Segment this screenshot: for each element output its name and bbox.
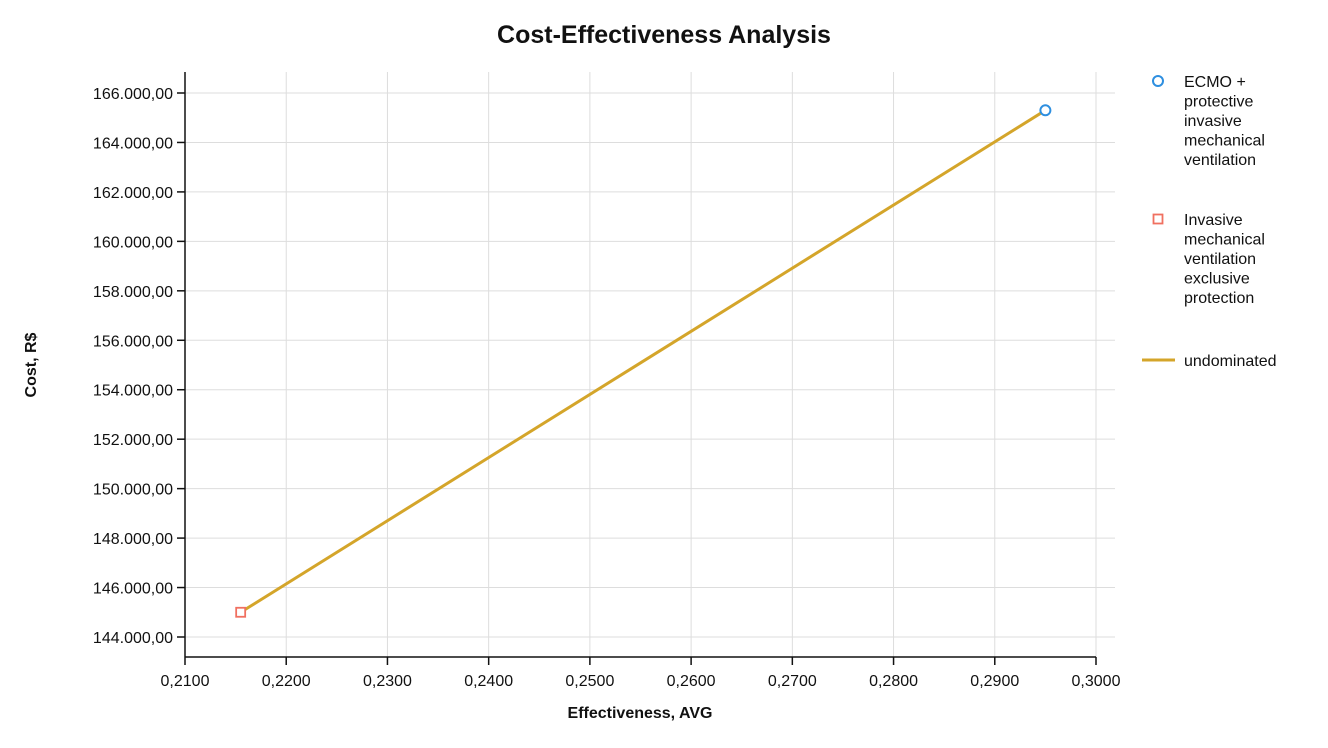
imv-data-point[interactable]: [235, 606, 247, 618]
y-tick-label: 150.000,00: [93, 482, 173, 499]
legend-label: ECMO +: [1184, 74, 1246, 91]
legend-label: exclusive: [1184, 271, 1250, 288]
y-tick-label: 154.000,00: [93, 383, 173, 400]
y-tick-label: 152.000,00: [93, 432, 173, 449]
undominated-frontier-line: [239, 109, 1047, 614]
y-tick-label: 164.000,00: [93, 135, 173, 152]
x-tick-label: 0,2800: [869, 673, 918, 690]
legend-label: invasive: [1184, 113, 1242, 130]
grid: [184, 72, 1115, 657]
legend-square-icon: [1152, 213, 1164, 225]
legend-label: Invasive: [1184, 212, 1243, 229]
legend-label: mechanical: [1184, 232, 1265, 249]
x-tick-label: 0,2700: [768, 673, 817, 690]
y-tick-label: 166.000,00: [93, 86, 173, 103]
x-tick-label: 0,2400: [464, 673, 513, 690]
y-axis-title: Cost, R$: [23, 332, 40, 397]
x-axis-title: Effectiveness, AVG: [568, 705, 713, 722]
ecmo-data-point[interactable]: [1039, 104, 1052, 117]
y-tick-label: 158.000,00: [93, 284, 173, 301]
legend: ECMO + protective invasive mechanical ventil…: [1142, 74, 1277, 370]
x-tick-label: 0,3000: [1072, 673, 1121, 690]
x-tick-label: 0,2200: [262, 673, 311, 690]
plot-area: [235, 104, 1052, 618]
legend-label: ventilation: [1184, 251, 1256, 268]
y-tick-label: 156.000,00: [93, 333, 173, 350]
legend-circle-icon: [1152, 75, 1164, 87]
legend-label: mechanical: [1184, 133, 1265, 150]
y-tick-label: 160.000,00: [93, 234, 173, 251]
legend-label: undominated: [1184, 353, 1277, 370]
axes: 0,2100 0,2200 0,2300 0,2400 0,2500 0,2600 0,27…: [93, 72, 1121, 690]
x-tick-label: 0,2100: [161, 673, 210, 690]
legend-label: protection: [1184, 290, 1254, 307]
x-tick-label: 0,2500: [565, 673, 614, 690]
legend-label: protective: [1184, 94, 1253, 111]
y-tick-label: 146.000,00: [93, 581, 173, 598]
y-tick-label: 148.000,00: [93, 531, 173, 548]
x-tick-label: 0,2300: [363, 673, 412, 690]
legend-label: ventilation: [1184, 152, 1256, 169]
chart-title: Cost-Effectiveness Analysis: [497, 21, 831, 49]
y-tick-label: 162.000,00: [93, 185, 173, 202]
x-tick-label: 0,2900: [970, 673, 1019, 690]
y-tick-label: 144.000,00: [93, 630, 173, 647]
x-tick-label: 0,2600: [667, 673, 716, 690]
